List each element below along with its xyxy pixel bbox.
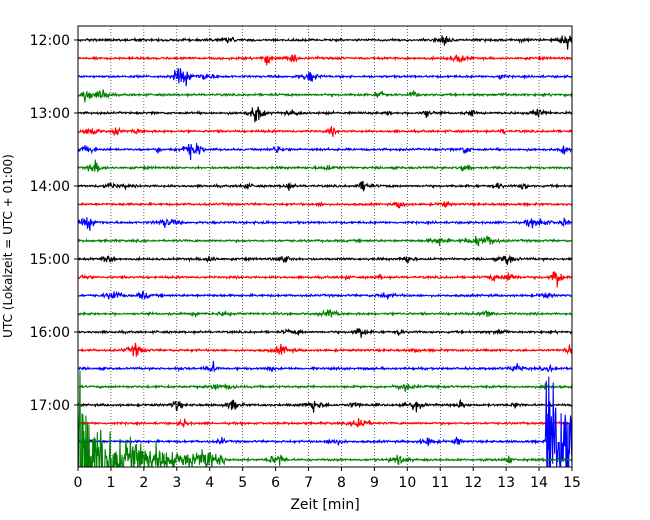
plot-frame	[77, 25, 573, 468]
trace-row-1545	[78, 308, 572, 318]
trace-row-1230	[78, 68, 572, 87]
trace-row-1245	[78, 89, 572, 103]
trace-row-1700	[78, 398, 572, 413]
x-tick-label: 4	[205, 475, 214, 491]
x-tick-label: 2	[139, 475, 148, 491]
x-tick-label: 5	[238, 475, 247, 491]
trace-row-1400	[78, 180, 572, 192]
trace-row-1215	[78, 53, 572, 66]
x-tick-label: 9	[370, 475, 379, 491]
trace-row-1730	[78, 376, 572, 467]
trace-row-1430	[78, 217, 572, 231]
trace-row-1200	[78, 35, 572, 50]
x-tick-label: 0	[74, 475, 83, 491]
x-tick-label: 11	[431, 475, 449, 491]
trace-row-1645	[78, 382, 572, 393]
y-tick-label: 12:00	[30, 33, 70, 49]
x-tick-label: 12	[464, 475, 482, 491]
trace-row-1300	[78, 106, 572, 123]
x-gridlines	[110, 26, 540, 467]
x-tick-label: 6	[271, 475, 280, 491]
trace-rows	[78, 35, 572, 467]
x-tick-label: 14	[530, 475, 548, 491]
trace-row-1345	[78, 159, 572, 173]
x-tick-label: 7	[304, 475, 313, 491]
y-tick-label: 16:00	[30, 325, 70, 341]
y-tick-label: 14:00	[30, 179, 70, 195]
trace-row-1445	[78, 235, 572, 247]
trace-row-1415	[78, 200, 572, 209]
trace-row-1530	[78, 290, 572, 300]
trace-row-1715	[78, 418, 572, 429]
trace-row-1515	[78, 271, 572, 288]
trace-row-1745	[78, 370, 572, 467]
trace-row-1315	[78, 126, 572, 137]
trace-row-1630	[78, 360, 572, 373]
x-tick-label: 8	[337, 475, 346, 491]
trace-row-1330	[78, 143, 572, 161]
trace-row-1600	[78, 328, 572, 338]
y-tick-label: 17:00	[30, 398, 70, 414]
x-tick-label: 1	[106, 475, 115, 491]
x-axis-ticks: 0 1 2 3 4 5 6 7 8 9 10 11 12 13 14 15	[74, 467, 581, 491]
x-tick-label: 10	[398, 475, 416, 491]
x-tick-label: 13	[497, 475, 515, 491]
trace-row-1615	[78, 342, 572, 357]
y-axis-ticks: 12:00 13:00 14:00 15:00 16:00 17:00	[30, 33, 78, 414]
x-tick-label: 15	[563, 475, 581, 491]
x-tick-label: 3	[172, 475, 181, 491]
y-axis-label: UTC (Lokalzeit = UTC + 01:00)	[1, 154, 15, 338]
y-tick-label: 13:00	[30, 106, 70, 122]
trace-row-1500	[78, 254, 572, 265]
y-tick-label: 15:00	[30, 252, 70, 268]
x-axis-label: Zeit [min]	[290, 497, 359, 513]
